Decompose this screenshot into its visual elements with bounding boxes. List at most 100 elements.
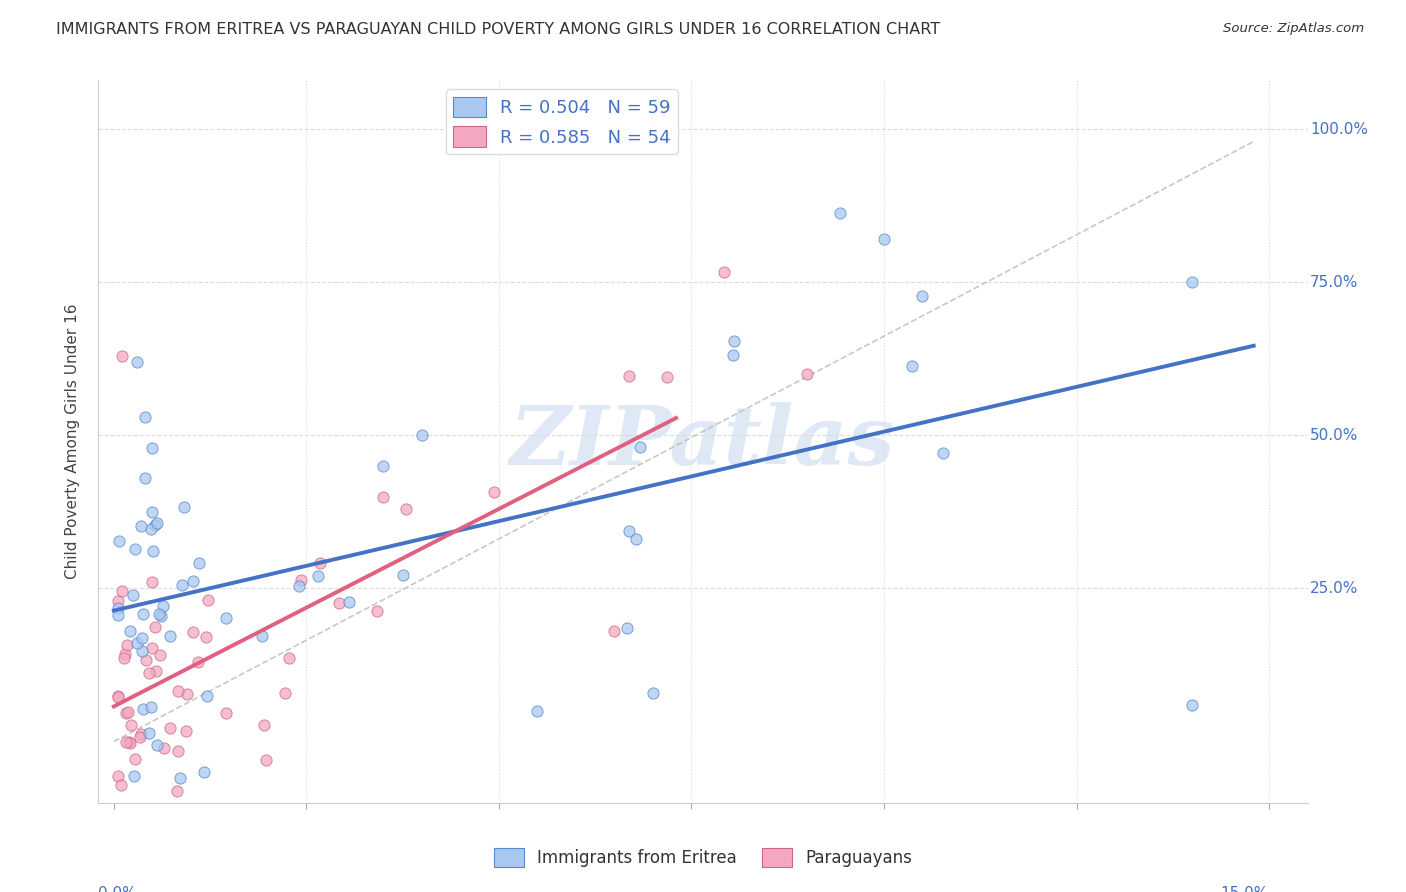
Point: [131, 644, 153, 658]
Point: [135, 653, 157, 667]
Point: [107, 601, 129, 615]
Point: [145, 516, 167, 531]
Point: [308, 556, 330, 570]
Point: [115, 706, 138, 720]
Point: [141, 505, 163, 519]
Point: [215, 706, 238, 720]
Point: [115, 638, 138, 652]
Point: [114, 735, 136, 749]
Point: [145, 620, 167, 634]
Point: [145, 517, 167, 532]
Point: [526, 704, 548, 718]
Point: [250, 629, 273, 643]
Point: [290, 573, 312, 587]
Point: [142, 543, 165, 558]
Text: 50.0%: 50.0%: [1310, 428, 1358, 443]
Point: [195, 689, 218, 703]
Point: [159, 628, 181, 642]
Point: [125, 635, 148, 649]
Point: [134, 471, 156, 485]
Point: [141, 441, 163, 455]
Point: [657, 369, 679, 384]
Point: [176, 723, 198, 738]
Point: [721, 348, 744, 362]
Point: [395, 502, 418, 516]
Point: [118, 735, 141, 749]
Point: [110, 778, 132, 792]
Point: [616, 621, 638, 635]
Text: 75.0%: 75.0%: [1310, 275, 1358, 290]
Point: [107, 690, 129, 705]
Point: [603, 624, 626, 639]
Point: [1181, 276, 1204, 290]
Point: [628, 440, 651, 454]
Point: [617, 524, 640, 538]
Legend: Immigrants from Eritrea, Paraguayans: Immigrants from Eritrea, Paraguayans: [488, 841, 918, 874]
Point: [117, 705, 139, 719]
Point: [828, 206, 851, 220]
Text: 0.0%: 0.0%: [98, 886, 138, 892]
Point: [624, 533, 647, 547]
Point: [307, 569, 329, 583]
Point: [193, 764, 215, 779]
Text: ZIPatlas: ZIPatlas: [510, 401, 896, 482]
Point: [166, 783, 188, 797]
Text: 25.0%: 25.0%: [1310, 581, 1358, 596]
Point: [112, 651, 135, 665]
Text: 15.0%: 15.0%: [1220, 886, 1270, 892]
Point: [125, 355, 148, 369]
Point: [145, 738, 167, 752]
Point: [124, 751, 146, 765]
Point: [114, 648, 136, 662]
Text: IMMIGRANTS FROM ERITREA VS PARAGUAYAN CHILD POVERTY AMONG GIRLS UNDER 16 CORRELA: IMMIGRANTS FROM ERITREA VS PARAGUAYAN CH…: [56, 22, 941, 37]
Point: [129, 731, 152, 745]
Point: [148, 607, 170, 622]
Point: [120, 717, 142, 731]
Point: [107, 769, 129, 783]
Point: [796, 367, 818, 381]
Point: [181, 574, 204, 588]
Point: [197, 592, 219, 607]
Point: [138, 665, 160, 680]
Point: [150, 608, 173, 623]
Point: [131, 631, 153, 645]
Point: [873, 232, 896, 246]
Point: [713, 265, 735, 279]
Y-axis label: Child Poverty Among Girls Under 16: Child Poverty Among Girls Under 16: [65, 304, 80, 579]
Point: [173, 500, 195, 515]
Point: [129, 519, 152, 533]
Text: Source: ZipAtlas.com: Source: ZipAtlas.com: [1223, 22, 1364, 36]
Point: [139, 522, 162, 536]
Point: [131, 702, 153, 716]
Point: [188, 556, 211, 570]
Point: [122, 769, 145, 783]
Point: [366, 604, 388, 618]
Point: [287, 579, 309, 593]
Point: [274, 686, 297, 700]
Point: [129, 726, 152, 740]
Point: [139, 699, 162, 714]
Point: [169, 772, 191, 786]
Point: [132, 607, 155, 621]
Point: [138, 725, 160, 739]
Point: [254, 753, 277, 767]
Point: [392, 568, 415, 582]
Text: 100.0%: 100.0%: [1310, 122, 1368, 136]
Point: [482, 484, 505, 499]
Point: [170, 578, 193, 592]
Point: [110, 349, 132, 363]
Point: [278, 651, 301, 665]
Point: [176, 688, 198, 702]
Point: [153, 740, 176, 755]
Point: [141, 641, 163, 656]
Point: [901, 359, 924, 373]
Point: [145, 664, 167, 678]
Point: [1181, 698, 1204, 712]
Point: [337, 594, 360, 608]
Point: [107, 533, 129, 548]
Point: [107, 593, 129, 607]
Point: [107, 607, 129, 622]
Point: [120, 736, 142, 750]
Point: [122, 588, 145, 602]
Point: [118, 624, 141, 639]
